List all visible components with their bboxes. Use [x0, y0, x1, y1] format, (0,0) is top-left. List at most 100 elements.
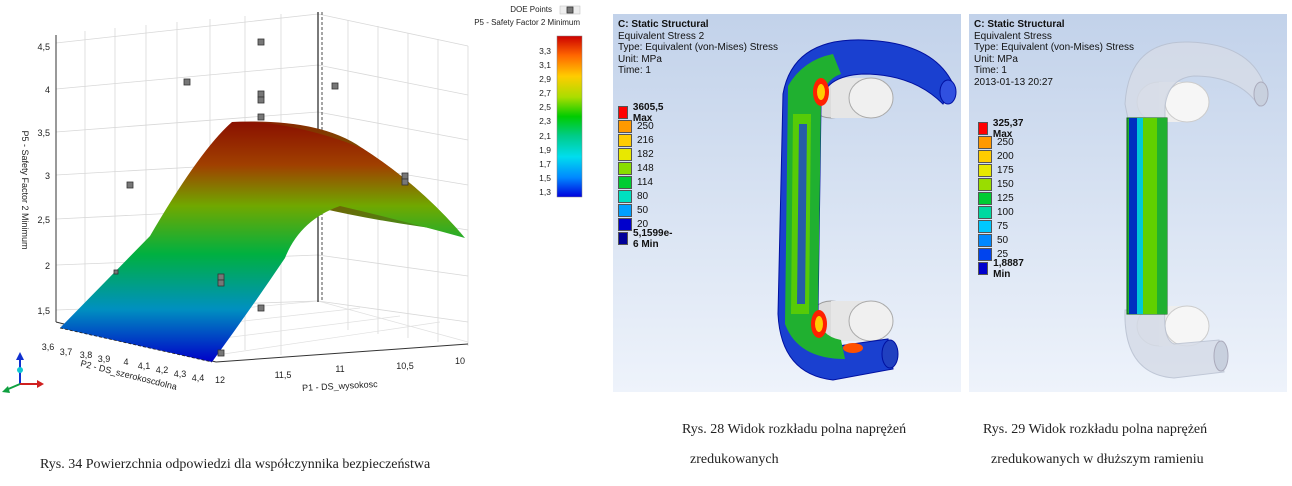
legend-response-label: P5 - Safety Factor 2 Minimum: [474, 18, 580, 27]
doe-point: [257, 38, 265, 46]
legend-min: 5,1599e-6 Min: [633, 227, 673, 250]
x-tick: 4,4: [192, 373, 205, 383]
legend-value: 114: [637, 177, 653, 188]
ansys-result-name: Equivalent Stress: [974, 30, 1052, 42]
legend-max: 325,37 Max: [992, 117, 1024, 140]
z-ticks: 4,5 4 3,5 3 2,5 2 1,5: [37, 42, 50, 316]
doe-point: [257, 90, 265, 98]
doe-point: [113, 269, 119, 275]
legend-value: 20: [637, 219, 649, 230]
legend-value: 148: [637, 163, 654, 174]
legend-value: 125: [997, 193, 1014, 204]
colorbar-tick: 1,7: [539, 159, 551, 169]
colorbar-ticks: 3,3 3,1 2,9 2,7 2,5 2,3 2,1 1,9 1,7 1,5 …: [539, 46, 551, 197]
caption-fig29-line2: zredukowanych w dłuższym ramieniu: [991, 452, 1204, 467]
y-axis-line: [215, 343, 469, 363]
x-tick: 3,9: [98, 354, 111, 364]
z-tick: 4: [45, 85, 50, 95]
legend-value: 216: [637, 135, 654, 146]
doe-legend-marker: [566, 6, 574, 14]
z-tick: 4,5: [37, 42, 50, 52]
colorbar-tick: 2,5: [539, 102, 551, 112]
legend-value: 80: [637, 191, 649, 202]
doe-point: [217, 349, 225, 357]
colorbar-tick: 1,3: [539, 187, 551, 197]
doe-point: [257, 96, 265, 104]
x-tick: 4: [123, 357, 128, 367]
bracket-translucent-top: [1124, 41, 1265, 125]
legend-max: 3605,5 Max: [632, 101, 664, 124]
y-ticks: 12 11,5 11 10,5 10: [215, 356, 465, 385]
legend-doe-label: DOE Points: [510, 5, 552, 14]
colorbar-tick: 2,7: [539, 88, 551, 98]
response-surface-panel: 4,5 4 3,5 3 2,5 2 1,5 P5 - Safety Factor…: [0, 0, 600, 400]
c-bracket-model: [777, 39, 957, 381]
ansys-unit: Unit: MPa: [974, 53, 1018, 65]
colorbar-tick: 1,9: [539, 145, 551, 155]
colorbar-tick: 1,5: [539, 173, 551, 183]
doe-point: [401, 178, 409, 186]
colorbar-tick: 3,3: [539, 46, 551, 56]
caption-fig34: Rys. 34 Powierzchnia odpowiedzi dla wspó…: [40, 457, 431, 472]
y-tick: 11: [335, 364, 344, 374]
x-tick: 3,8: [80, 350, 93, 360]
z-tick: 3,5: [37, 128, 50, 138]
legend-value: 250: [997, 137, 1014, 148]
z-axis-label: P5 - Safety Factor 2 Minimum: [20, 130, 30, 249]
colorbar-tick: 2,3: [539, 116, 551, 126]
caption-fig28-line1: Rys. 28 Widok rozkładu polna naprężeń: [682, 422, 907, 437]
y-axis-label: P1 - DS_wysokosc: [302, 379, 378, 393]
y-tick: 12: [215, 375, 225, 385]
legend-value: 175: [997, 165, 1014, 176]
x-ticks: 3,6 3,7 3,8 3,9 4 4,1 4,2 4,3 4,4: [42, 342, 205, 383]
c-bracket-model-translucent: [1124, 41, 1269, 379]
doe-points: [113, 38, 409, 357]
z-tick: 1,5: [37, 306, 50, 316]
ansys-result-type: Type: Equivalent (von-Mises) Stress: [974, 42, 1135, 53]
z-tick: 2: [45, 261, 50, 271]
caption-fig28-line2: zredukowanych: [690, 452, 779, 467]
doe-point: [401, 172, 409, 180]
ansys-time: Time: 1: [618, 65, 651, 76]
ansys-result-name: Equivalent Stress 2: [618, 30, 705, 42]
doe-point: [257, 113, 265, 121]
colorbar: [556, 35, 583, 198]
ansys-title: C: Static Structural: [618, 19, 709, 30]
doe-point: [217, 279, 225, 287]
response-surface: [60, 121, 465, 362]
ansys-timestamp: 2013-01-13 20:27: [974, 76, 1053, 88]
ansys-unit: Unit: MPa: [618, 53, 662, 65]
doe-point: [126, 181, 134, 189]
y-tick: 10,5: [396, 361, 414, 371]
response-surface-chart: 4,5 4 3,5 3 2,5 2 1,5 P5 - Safety Factor…: [2, 5, 583, 393]
x-tick: 3,7: [60, 347, 73, 357]
legend-value: 25: [997, 249, 1009, 260]
legend-value: 200: [997, 151, 1014, 162]
doe-point: [331, 82, 339, 90]
bracket-translucent-bottom: [1124, 309, 1225, 379]
legend-min: 1,8887 Min: [993, 257, 1024, 280]
x-tick: 4,3: [174, 369, 187, 379]
doe-point: [183, 78, 191, 86]
z-tick: 3: [45, 171, 50, 181]
ansys-time: Time: 1: [974, 65, 1007, 76]
caption-fig29-line1: Rys. 29 Widok rozkładu polna naprężeń: [983, 422, 1208, 437]
ansys-title: C: Static Structural: [974, 19, 1065, 30]
y-tick: 10: [455, 356, 465, 366]
legend-value: 150: [997, 179, 1014, 190]
doe-point: [257, 304, 265, 312]
doe-point: [217, 273, 225, 281]
ansys-result-type: Type: Equivalent (von-Mises) Stress: [618, 42, 779, 53]
x-tick: 4,2: [156, 365, 169, 375]
ansys-stress-plot-full: C: Static Structural Equivalent Stress 2…: [613, 14, 961, 392]
legend-value: 250: [637, 121, 654, 132]
ansys-stress-plot-long-arm: C: Static Structural Equivalent Stress T…: [969, 14, 1287, 392]
ansys-header: C: Static Structural Equivalent Stress 2…: [618, 19, 778, 77]
x-tick: 3,6: [42, 342, 55, 352]
axis-triad-icon: [2, 352, 44, 393]
legend-value: 182: [637, 149, 654, 160]
legend-value: 50: [637, 205, 649, 216]
ansys-header: C: Static Structural Equivalent Stress T…: [974, 19, 1134, 88]
x-axis-label: P2 - DS_szerokoscdolna: [79, 358, 178, 392]
legend-value: 50: [997, 235, 1009, 246]
